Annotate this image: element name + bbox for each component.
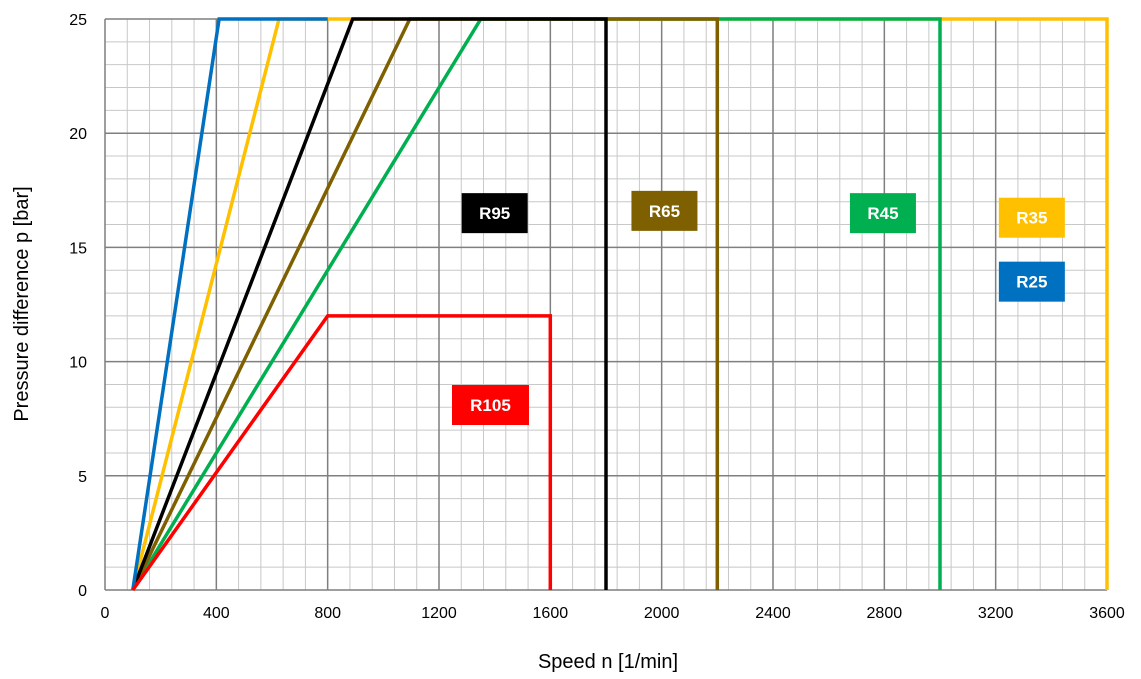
series-line-r45 [131,17,942,591]
x-tick-label: 2000 [644,605,680,622]
x-tick-label: 1200 [421,605,457,622]
series-tag-r105 [451,384,529,425]
y-tick-label: 20 [69,126,87,143]
series-tag-label: R65 [649,202,680,221]
x-tick-label: 3200 [978,605,1014,622]
series-lines [131,17,1109,592]
x-tick-label: 0 [101,605,110,622]
y-tick-label: 25 [69,12,87,29]
series-line-r105 [131,314,553,592]
series-tag-label: R35 [1016,209,1047,228]
series-line-r65 [131,17,720,591]
y-tick-label: 5 [78,469,87,486]
y-tick-labels: 0 5 10 15 20 25 [69,12,87,600]
y-tick-label: 15 [69,240,87,257]
series-line-r25 [131,17,328,591]
series-tags: R95 R65 R45 R35 R25 R105 [451,190,1065,425]
series-line-r35 [131,17,1109,591]
series-tag-label: R25 [1016,273,1047,292]
series-tag-r65 [631,190,698,231]
x-tick-label: 800 [314,605,341,622]
x-tick-label: 400 [203,605,230,622]
series-tag-r45 [849,193,916,234]
series-tag-label: R95 [479,204,510,223]
series-tag-label: R45 [867,204,898,223]
series-tag-r35 [998,197,1065,238]
x-tick-labels: 0 400 800 1200 1600 2000 2400 2800 3200 3600 [101,605,1125,622]
x-tick-label: 2400 [755,605,791,622]
series-tag-r95 [461,193,528,234]
y-axis-title: Pressure difference p [bar] [11,186,33,421]
x-axis-title: Speed n [1/min] [538,651,678,673]
x-tick-label: 3600 [1089,605,1125,622]
series-tag-label: R105 [470,396,511,415]
y-tick-label: 0 [78,583,87,600]
series-line-r95 [131,17,608,591]
x-tick-label: 1600 [533,605,569,622]
y-tick-label: 10 [69,355,87,372]
series-tag-r25 [998,261,1065,302]
x-tick-label: 2800 [867,605,903,622]
